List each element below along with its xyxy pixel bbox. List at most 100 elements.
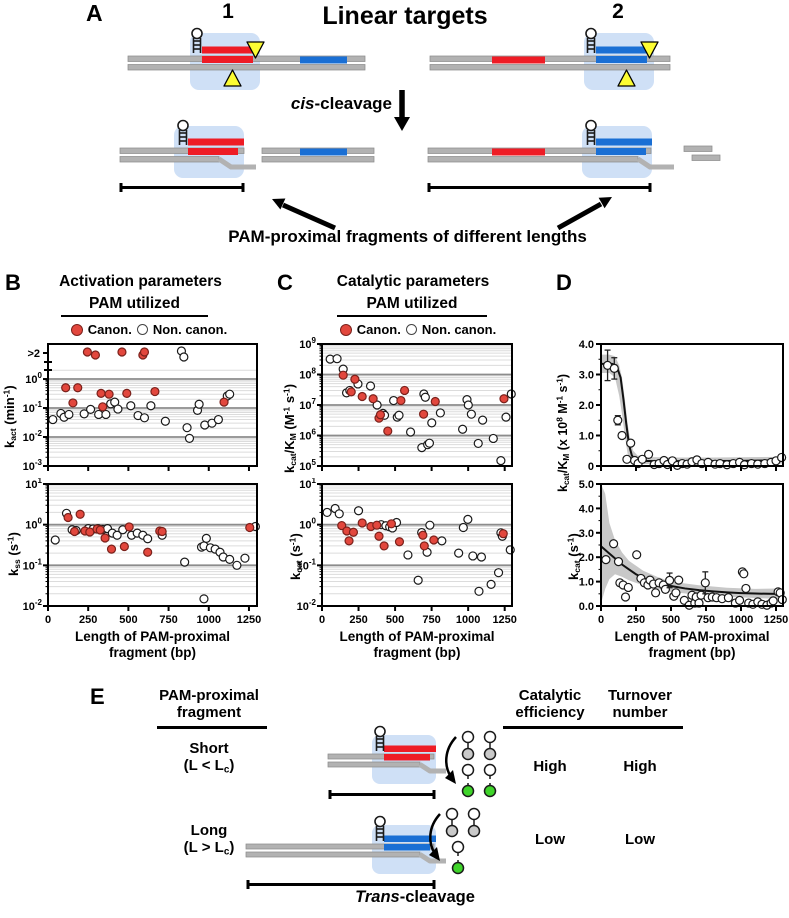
reporter-cleaved-icon xyxy=(461,763,475,798)
svg-text:1250: 1250 xyxy=(237,614,261,626)
target-2-diagram xyxy=(429,27,671,90)
trans-cleavage-caption: Trans-cleavage xyxy=(355,888,475,906)
fragment-length-bracket xyxy=(328,790,436,799)
svg-text:1.0: 1.0 xyxy=(579,431,594,443)
svg-text:1250: 1250 xyxy=(764,614,788,626)
svg-text:>2: >2 xyxy=(27,348,40,360)
released-fragment-1-diagram xyxy=(261,147,375,163)
svg-text:0: 0 xyxy=(588,461,594,473)
crRNA-hairpin-icon xyxy=(374,815,386,842)
y-axis-label-kcat-km-linear: kcat/KM (x 108 M-1 s-1) xyxy=(555,373,572,492)
svg-text:107: 107 xyxy=(299,397,316,412)
fragment-length-bracket xyxy=(246,880,436,889)
svg-text:108: 108 xyxy=(299,367,316,382)
cleavage-site-triangle-icon xyxy=(246,41,265,59)
svg-text:106: 106 xyxy=(299,428,316,443)
svg-text:100: 100 xyxy=(299,517,316,532)
y-axis-label-k-cat-linear: kcat (s-1) xyxy=(565,533,583,580)
panel-a-illustration xyxy=(119,27,721,231)
col2-header-line1: Turnover xyxy=(608,687,672,704)
svg-text:500: 500 xyxy=(662,614,680,626)
short-catalytic-efficiency-value: High xyxy=(533,758,567,775)
svg-text:10-1: 10-1 xyxy=(23,557,43,572)
panel-c-label: C xyxy=(277,270,293,295)
panel-b-label: B xyxy=(5,270,21,295)
target-1-number: 1 xyxy=(222,0,234,23)
svg-text:101: 101 xyxy=(299,478,316,491)
long-condition: (L > Lc) xyxy=(183,839,235,858)
svg-text:fragment (bp): fragment (bp) xyxy=(109,645,196,660)
fragment-length-bracket xyxy=(119,183,245,192)
pointer-arrow-icon xyxy=(556,197,612,231)
svg-text:fragment (bp): fragment (bp) xyxy=(649,645,736,660)
pam-fragments-caption: PAM-proximal fragments of different leng… xyxy=(228,227,587,246)
chart-k-cat-linear: 0.0 1.0 2.0 3.0 4.0 5.0 0 250 500 750 1000 1250 Leng… xyxy=(579,479,789,660)
svg-text:1000: 1000 xyxy=(729,614,753,626)
svg-text:10-2: 10-2 xyxy=(297,598,317,613)
svg-text:250: 250 xyxy=(349,614,367,626)
panel-b-subtitle: PAM utilized xyxy=(61,295,208,317)
svg-text:4.0: 4.0 xyxy=(579,339,594,351)
chart-kcat-km-linear: 0 1.0 2.0 3.0 4.0 xyxy=(579,339,787,473)
svg-text:5.0: 5.0 xyxy=(579,479,594,491)
svg-text:1.0: 1.0 xyxy=(579,577,594,589)
crRNA-hairpin-icon xyxy=(585,27,597,54)
crRNA-hairpin-icon xyxy=(177,119,189,146)
panel-b-title: Activation parameters xyxy=(59,273,222,290)
panel-d-label: D xyxy=(556,270,572,295)
cleavage-site-triangle-icon xyxy=(617,69,636,87)
y-axis-label-k-ss: kss (s-1) xyxy=(5,532,23,576)
panel-c-title: Catalytic parameters xyxy=(336,273,490,290)
chart-k-ss: 101 100 10-1 10-20 250 500 750 1000 1250 Length o… xyxy=(23,478,262,660)
fragment-length-bracket xyxy=(427,183,652,192)
target-2-number: 2 xyxy=(612,0,624,23)
svg-text:750: 750 xyxy=(422,614,440,626)
product-2-diagram xyxy=(427,119,674,178)
panel-a-label: A xyxy=(86,0,103,26)
y-axis-label-k-cat: kcat (s-1) xyxy=(287,533,305,580)
svg-text:100: 100 xyxy=(25,371,42,386)
short-label: Short xyxy=(189,740,229,757)
svg-text:101: 101 xyxy=(25,478,42,491)
short-reporters xyxy=(445,730,497,798)
svg-text:109: 109 xyxy=(299,336,316,351)
fragment-header-line2: fragment xyxy=(176,704,242,721)
svg-text:0: 0 xyxy=(598,614,604,626)
panel-e-illustration xyxy=(245,725,497,889)
svg-text:0.0: 0.0 xyxy=(579,601,594,613)
chart-k-act: >2 100 10-1 10-2 10-3 xyxy=(23,343,258,473)
curved-arrow-icon xyxy=(445,736,457,778)
canonical-marker-icon xyxy=(339,323,352,336)
panel-a-title: Linear targets xyxy=(322,2,488,30)
svg-text:Length of PAM-proximal: Length of PAM-proximal xyxy=(75,629,230,644)
svg-text:250: 250 xyxy=(79,614,97,626)
svg-text:0: 0 xyxy=(319,614,325,626)
svg-text:1000: 1000 xyxy=(456,614,480,626)
svg-text:500: 500 xyxy=(119,614,137,626)
reporter-intact-icon xyxy=(445,807,459,838)
target-1-diagram xyxy=(127,27,366,90)
reporter-intact-icon xyxy=(483,730,497,761)
col1-header-line1: Catalytic xyxy=(518,687,582,704)
svg-text:2.0: 2.0 xyxy=(579,552,594,564)
legend-noncanonical-label: Non. canon. xyxy=(421,322,497,337)
noncanonical-marker-icon xyxy=(405,324,417,335)
short-condition: (L < Lc) xyxy=(183,757,235,776)
product-1-diagram xyxy=(119,119,256,178)
panel-c-subtitle: PAM utilized xyxy=(337,295,487,317)
pointer-arrow-icon xyxy=(272,198,337,231)
long-turnover-value: Low xyxy=(625,831,655,848)
catalytic-efficiency-header: Catalytic efficiency xyxy=(505,687,595,721)
svg-text:3.0: 3.0 xyxy=(579,528,594,540)
y-axis-label-kcat-km: kcat/KM (M-1 s-1) xyxy=(281,383,299,473)
legend-canonical-label: Canon. xyxy=(87,322,132,337)
crRNA-hairpin-icon xyxy=(374,725,386,752)
col2-header-line2: number xyxy=(612,704,668,721)
noncanonical-marker-icon xyxy=(136,324,148,335)
panel-b-legend: Canon. Non. canon. xyxy=(40,322,258,337)
reporter-cleaved-icon xyxy=(483,763,497,798)
columns-underline xyxy=(503,726,683,729)
long-reporters xyxy=(429,807,481,875)
